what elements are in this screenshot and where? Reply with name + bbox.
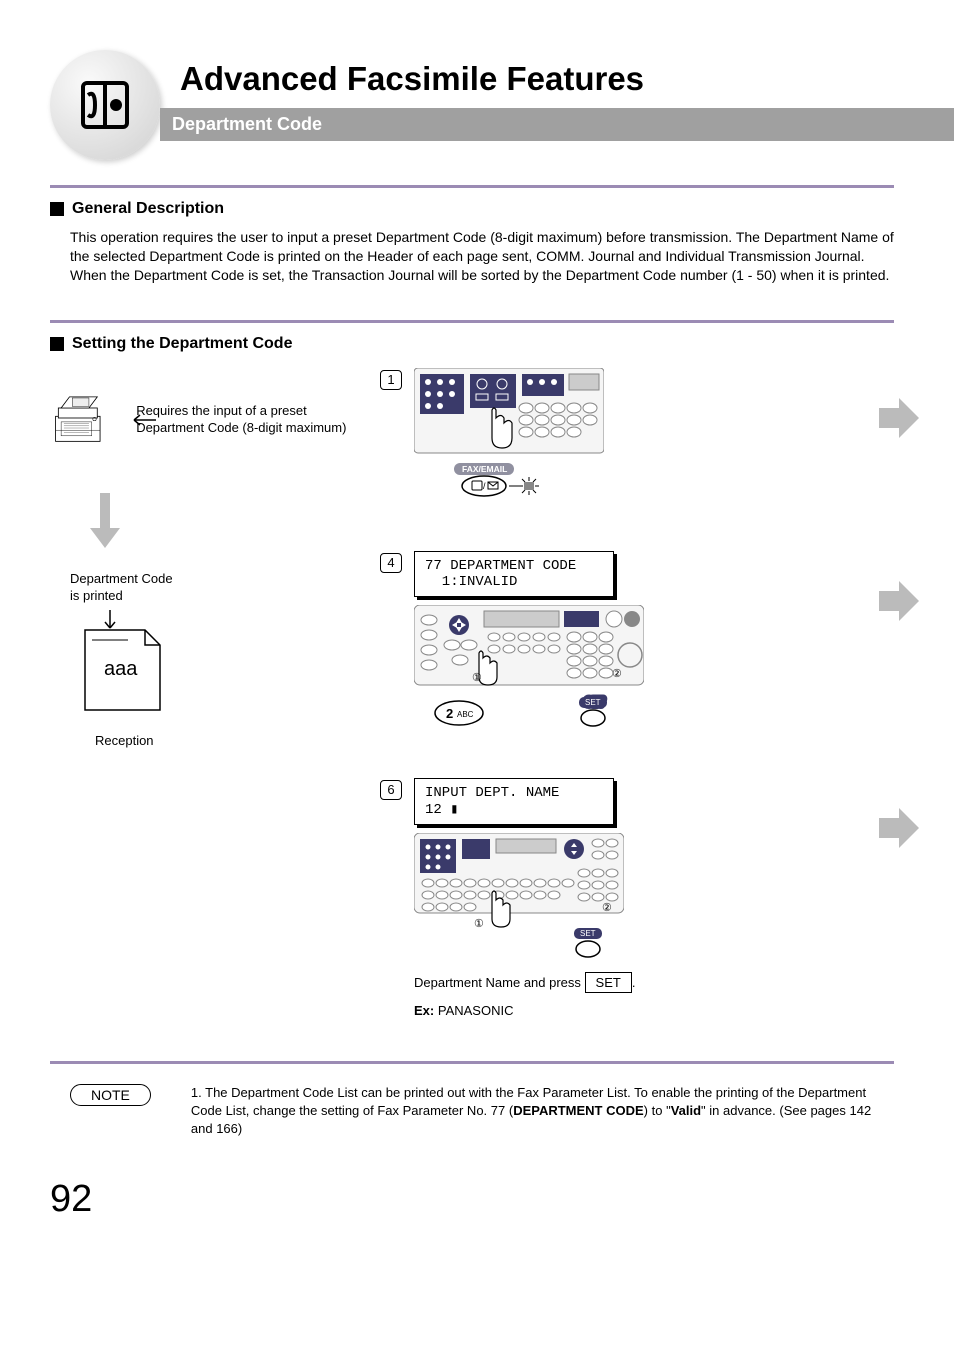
printed-page-illustration: aaa Reception xyxy=(80,610,350,748)
requires-input-text: Requires the input of a preset Departmen… xyxy=(136,403,350,437)
bullet-icon xyxy=(50,202,64,216)
note-block: NOTE 1. The Department Code List can be … xyxy=(50,1084,894,1139)
dept-code-printed-label: Department Code is printed xyxy=(70,571,350,605)
section-rule xyxy=(50,320,894,323)
control-panel-illustration-4: ① ② 2 ABC SET SET SET xyxy=(414,605,644,735)
svg-text:2: 2 xyxy=(446,706,453,721)
lcd-display: INPUT DEPT. NAME 12 ▮ xyxy=(414,778,614,825)
control-panel-illustration-1: FAX/EMAIL / xyxy=(414,368,604,508)
section-title: Setting the Department Code xyxy=(72,335,292,353)
page-subtitle: Department Code xyxy=(160,108,954,141)
chapter-icon xyxy=(50,50,160,160)
fax-logo-icon xyxy=(75,75,135,135)
svg-text:①: ① xyxy=(472,672,482,684)
step-number: 4 xyxy=(380,553,402,573)
section-heading: Setting the Department Code xyxy=(50,335,894,353)
svg-text:FAX/EMAIL: FAX/EMAIL xyxy=(462,464,507,474)
step-6-text: Department Name and press SET. Ex: PANAS… xyxy=(414,972,635,1021)
left-illustration-column: Requires the input of a preset Departmen… xyxy=(50,368,350,1031)
step-4: 4 77 DEPARTMENT CODE 1:INVALID xyxy=(380,551,894,738)
continue-arrow-icon xyxy=(879,581,919,621)
section-title: General Description xyxy=(72,200,224,218)
page-number: 92 xyxy=(50,1178,894,1221)
continue-arrow-icon xyxy=(879,808,919,848)
svg-text:SET: SET xyxy=(580,929,596,938)
lcd-display: 77 DEPARTMENT CODE 1:INVALID xyxy=(414,551,614,597)
set-button-inline: SET xyxy=(585,972,632,994)
step-number: 1 xyxy=(380,370,402,390)
note-label: NOTE xyxy=(70,1084,151,1106)
down-arrow-icon xyxy=(90,493,120,548)
section-rule xyxy=(50,1061,894,1064)
steps-column: 1 xyxy=(380,368,894,1031)
section-heading: General Description xyxy=(50,200,894,218)
note-text: 1. The Department Code List can be print… xyxy=(191,1084,894,1139)
page-title: Advanced Facsimile Features xyxy=(180,60,894,98)
svg-text:aaa: aaa xyxy=(104,658,138,680)
bullet-icon xyxy=(50,337,64,351)
svg-text:②: ② xyxy=(602,902,612,914)
svg-text:ABC: ABC xyxy=(457,710,474,719)
step-6: 6 INPUT DEPT. NAME 12 ▮ xyxy=(380,778,894,1021)
continue-arrow-icon xyxy=(879,398,919,438)
svg-text:②: ② xyxy=(612,668,622,680)
step-1: 1 xyxy=(380,368,894,511)
page-header: Advanced Facsimile Features Department C… xyxy=(50,50,894,160)
step-number: 6 xyxy=(380,780,402,800)
printer-icon xyxy=(50,368,111,473)
svg-text:SET: SET xyxy=(585,698,601,707)
page-caption: Reception xyxy=(95,733,350,748)
general-description-text: This operation requires the user to inpu… xyxy=(70,228,894,285)
svg-text:①: ① xyxy=(474,918,484,930)
section-rule xyxy=(50,185,894,188)
control-panel-illustration-6: ① ② SET xyxy=(414,833,624,963)
